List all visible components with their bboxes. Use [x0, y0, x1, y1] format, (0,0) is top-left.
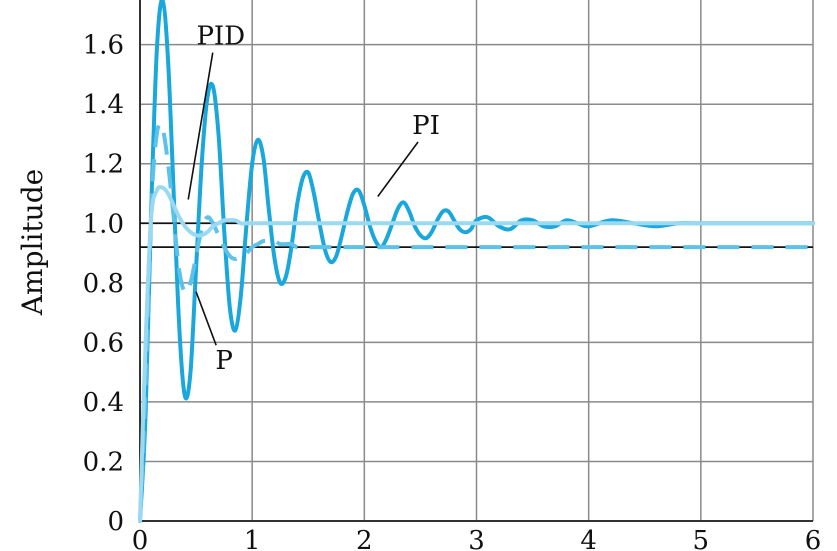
y-tick-label: 0.8: [83, 269, 124, 299]
annotations: PID PI P: [187, 22, 440, 376]
y-tick-label: 1.4: [83, 90, 124, 120]
annotation-label-p: P: [215, 346, 233, 376]
x-tick-label: 1: [244, 526, 261, 551]
y-tick-label: 0.6: [83, 328, 124, 358]
annotation-label-pid: PID: [196, 22, 245, 52]
y-tick-label: 0.4: [83, 388, 124, 418]
annotation-leader-pid: [187, 52, 214, 200]
x-tick-label: 4: [580, 526, 597, 551]
x-tick-label: 2: [356, 526, 373, 551]
x-tick-label: 0: [132, 526, 149, 551]
y-tick-label: 0: [107, 507, 124, 537]
y-tick-label: 1.2: [83, 150, 124, 180]
y-tick-label: 0.2: [83, 447, 124, 477]
grid-lines: [139, 0, 814, 522]
x-tick-label: 5: [693, 526, 710, 551]
x-tick-label: 6: [805, 526, 822, 551]
y-axis-title: Amplitude: [16, 169, 49, 316]
x-tick-labels: 0 1 2 3 4 5 6: [132, 526, 822, 551]
y-tick-label: 1.6: [83, 31, 124, 61]
x-tick-label: 3: [468, 526, 485, 551]
annotation-leader-p: [195, 291, 217, 346]
y-tick-labels: 0 0.2 0.4 0.6 0.8 1.0 1.2 1.4 1.6: [83, 31, 124, 537]
series-line-p: [138, 122, 813, 522]
y-tick-label: 1.0: [83, 209, 124, 239]
annotation-leader-pi: [377, 141, 419, 197]
series-line-pid: [138, 185, 815, 523]
annotation-label-pi: PI: [412, 111, 440, 141]
series-lines: [138, 0, 815, 523]
series-line-pi: [138, 0, 815, 523]
